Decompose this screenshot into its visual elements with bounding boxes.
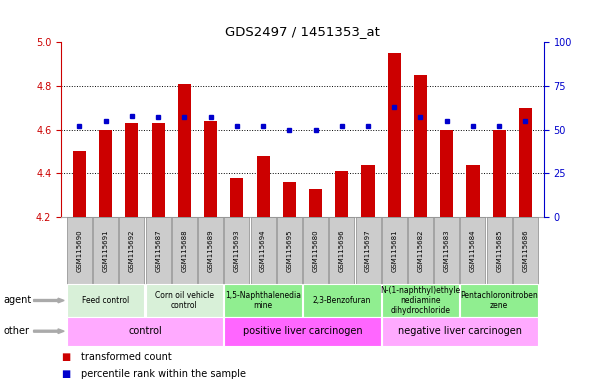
Bar bbox=[204, 121, 217, 217]
Bar bbox=[230, 178, 243, 217]
Bar bbox=[492, 130, 506, 217]
Text: 2,3-Benzofuran: 2,3-Benzofuran bbox=[313, 296, 371, 305]
Bar bbox=[152, 123, 165, 217]
Bar bbox=[362, 164, 375, 217]
Bar bbox=[178, 84, 191, 217]
Text: GSM115680: GSM115680 bbox=[313, 229, 318, 272]
Text: GSM115685: GSM115685 bbox=[496, 229, 502, 272]
Text: ■: ■ bbox=[61, 352, 70, 362]
Bar bbox=[519, 108, 532, 217]
Text: Feed control: Feed control bbox=[82, 296, 130, 305]
Text: ■: ■ bbox=[61, 369, 70, 379]
Text: GSM115693: GSM115693 bbox=[234, 229, 240, 272]
Text: GSM115684: GSM115684 bbox=[470, 229, 476, 272]
Bar bbox=[335, 171, 348, 217]
Text: agent: agent bbox=[3, 295, 31, 306]
Text: GSM115687: GSM115687 bbox=[155, 229, 161, 272]
Text: GSM115691: GSM115691 bbox=[103, 229, 109, 272]
Text: Pentachloronitroben
zene: Pentachloronitroben zene bbox=[460, 291, 538, 310]
Text: GSM115695: GSM115695 bbox=[287, 229, 292, 272]
Text: negative liver carcinogen: negative liver carcinogen bbox=[398, 326, 522, 336]
Text: percentile rank within the sample: percentile rank within the sample bbox=[81, 369, 246, 379]
Bar bbox=[73, 151, 86, 217]
Text: GSM115689: GSM115689 bbox=[208, 229, 214, 272]
Bar bbox=[414, 75, 427, 217]
Text: GDS2497 / 1451353_at: GDS2497 / 1451353_at bbox=[225, 25, 380, 38]
Text: GSM115696: GSM115696 bbox=[338, 229, 345, 272]
Text: GSM115690: GSM115690 bbox=[76, 229, 82, 272]
Bar bbox=[99, 130, 112, 217]
Text: GSM115686: GSM115686 bbox=[522, 229, 529, 272]
Bar bbox=[440, 130, 453, 217]
Text: GSM115692: GSM115692 bbox=[129, 229, 135, 272]
Text: N-(1-naphthyl)ethyle
nediamine
dihydrochloride: N-(1-naphthyl)ethyle nediamine dihydroch… bbox=[381, 286, 461, 315]
Text: 1,5-Naphthalenedia
mine: 1,5-Naphthalenedia mine bbox=[225, 291, 301, 310]
Bar bbox=[388, 53, 401, 217]
Text: positive liver carcinogen: positive liver carcinogen bbox=[243, 326, 362, 336]
Text: control: control bbox=[128, 326, 162, 336]
Bar bbox=[309, 189, 322, 217]
Text: transformed count: transformed count bbox=[81, 352, 172, 362]
Text: GSM115694: GSM115694 bbox=[260, 229, 266, 272]
Text: GSM115688: GSM115688 bbox=[181, 229, 188, 272]
Bar bbox=[257, 156, 269, 217]
Text: GSM115683: GSM115683 bbox=[444, 229, 450, 272]
Bar bbox=[125, 123, 139, 217]
Text: Corn oil vehicle
control: Corn oil vehicle control bbox=[155, 291, 214, 310]
Text: GSM115697: GSM115697 bbox=[365, 229, 371, 272]
Bar bbox=[466, 164, 480, 217]
Text: other: other bbox=[3, 326, 29, 336]
Text: GSM115681: GSM115681 bbox=[391, 229, 397, 272]
Bar bbox=[283, 182, 296, 217]
Text: GSM115682: GSM115682 bbox=[417, 229, 423, 272]
